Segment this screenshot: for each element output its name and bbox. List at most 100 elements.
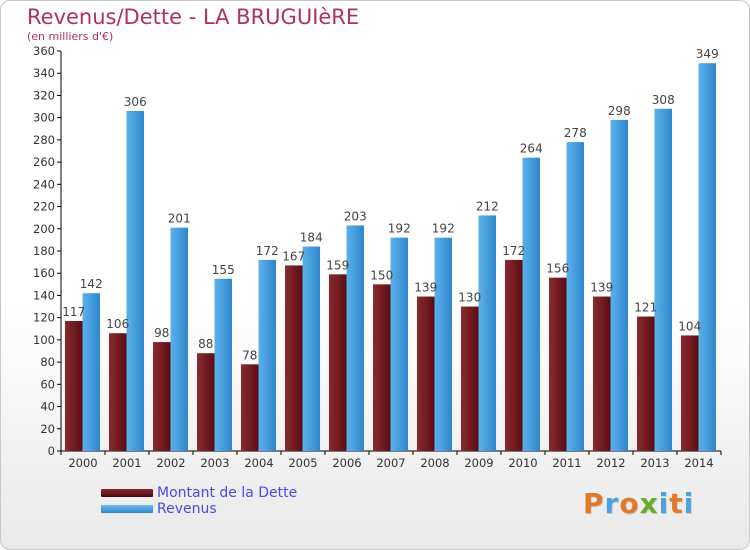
- bar-revenus: [698, 63, 716, 451]
- bar-revenus: [214, 278, 232, 451]
- bar-dette: [153, 342, 171, 451]
- x-tick-label: 2005: [288, 456, 317, 470]
- y-tick-label: 160: [33, 266, 55, 280]
- x-tick-label: 2007: [376, 456, 405, 470]
- bar-revenus: [434, 237, 452, 451]
- data-label-revenus: 298: [608, 104, 631, 118]
- data-label-dette: 150: [370, 268, 393, 282]
- data-label-revenus: 203: [344, 209, 367, 223]
- bar-dette: [109, 333, 127, 451]
- bar-revenus: [126, 111, 144, 451]
- y-tick-label: 0: [48, 444, 55, 458]
- data-label-revenus: 184: [300, 231, 323, 245]
- y-tick-label: 320: [33, 88, 55, 102]
- y-axis: 0 20 40 60 80 100 120 140 160 180 200 220 240 260 280 3…: [33, 44, 62, 458]
- x-tick-label: 2008: [420, 456, 449, 470]
- x-tick-label: 2006: [332, 456, 361, 470]
- y-tick-label: 340: [33, 66, 55, 80]
- y-tick-label: 180: [33, 244, 55, 258]
- x-tick-label: 2002: [156, 456, 185, 470]
- bar-dette: [197, 353, 215, 451]
- chart-subtitle: (en milliers d'€): [27, 30, 114, 43]
- data-label-revenus: 306: [124, 95, 147, 109]
- data-label-revenus: 192: [432, 222, 455, 236]
- data-label-dette: 159: [326, 258, 349, 272]
- data-label-revenus: 155: [212, 263, 235, 277]
- bar-dette: [241, 364, 259, 451]
- logo-letter: t: [669, 487, 684, 520]
- x-tick-label: 2010: [508, 456, 537, 470]
- y-tick-label: 280: [33, 133, 55, 147]
- bar-revenus: [566, 142, 584, 451]
- x-tick-label: 2003: [200, 456, 229, 470]
- bar-dette: [549, 277, 567, 451]
- y-tick-label: 60: [40, 377, 55, 391]
- chart-title: Revenus/Dette - LA BRUGUIèRE: [27, 5, 360, 29]
- data-label-revenus: 172: [256, 244, 279, 258]
- logo-letter: x: [639, 487, 659, 520]
- x-axis: 2000 2001 2002 2003 2004 2005 2006 2007 2008 2009…: [60, 450, 722, 470]
- bar-dette: [65, 321, 83, 451]
- y-tick-label: 360: [33, 44, 55, 58]
- bar-revenus: [346, 225, 364, 451]
- data-label-revenus: 278: [564, 126, 587, 140]
- data-label-revenus: 201: [168, 212, 191, 226]
- data-label-revenus: 212: [476, 199, 499, 213]
- bar-dette: [681, 335, 699, 451]
- data-label-revenus: 308: [652, 93, 675, 107]
- bar-dette: [593, 296, 611, 451]
- data-label-dette: 117: [62, 305, 85, 319]
- x-tick-label: 2012: [596, 456, 625, 470]
- bar-revenus: [522, 157, 540, 451]
- y-tick-label: 120: [33, 311, 55, 325]
- legend-label-dette: Montant de la Dette: [157, 485, 298, 501]
- logo-letter: o: [619, 487, 640, 520]
- data-label-dette: 104: [678, 319, 701, 333]
- x-tick-label: 2001: [112, 456, 141, 470]
- data-label-dette: 106: [106, 317, 129, 331]
- bar-revenus: [82, 293, 100, 451]
- data-labels-group: 117 106 98 88 78 167 159 150 139 130 172 156 139 121 1…: [62, 47, 718, 362]
- y-tick-label: 100: [33, 333, 55, 347]
- x-tick-label: 2014: [684, 456, 713, 470]
- data-label-revenus: 349: [696, 47, 719, 61]
- bar-dette: [505, 259, 523, 451]
- bar-chart: 0 20 40 60 80 100 120 140 160 180 200 220 240 260 280 3…: [33, 44, 722, 470]
- data-label-dette: 78: [242, 348, 257, 362]
- logo-letter: P: [583, 487, 605, 520]
- y-tick-label: 20: [40, 422, 55, 436]
- data-label-dette: 130: [458, 291, 481, 305]
- legend-label-revenus: Revenus: [157, 501, 217, 517]
- bar-dette: [329, 274, 347, 451]
- y-tick-label: 220: [33, 200, 55, 214]
- bar-dette: [373, 284, 391, 451]
- bar-revenus: [302, 246, 320, 451]
- x-tick-label: 2000: [68, 456, 97, 470]
- bars-group: [65, 63, 716, 452]
- logo-letter: i: [683, 487, 695, 520]
- data-label-revenus: 264: [520, 142, 543, 156]
- y-tick-label: 240: [33, 177, 55, 191]
- bar-revenus: [478, 215, 496, 451]
- legend-swatch-revenus: [101, 505, 153, 513]
- data-label-dette: 98: [154, 326, 169, 340]
- y-tick-label: 260: [33, 155, 55, 169]
- y-tick-label: 80: [40, 355, 55, 369]
- bar-revenus: [170, 227, 188, 451]
- data-label-dette: 139: [590, 281, 613, 295]
- data-label-revenus: 192: [388, 222, 411, 236]
- legend-swatch-dette: [101, 489, 153, 497]
- data-label-dette: 139: [414, 281, 437, 295]
- data-label-dette: 121: [634, 301, 657, 315]
- bar-dette: [637, 316, 655, 451]
- bar-revenus: [610, 119, 628, 451]
- x-tick-label: 2013: [640, 456, 669, 470]
- y-tick-label: 40: [40, 400, 55, 414]
- y-tick-label: 140: [33, 288, 55, 302]
- bar-revenus: [390, 237, 408, 451]
- data-label-dette: 88: [198, 337, 213, 351]
- bar-dette: [461, 306, 479, 451]
- x-tick-label: 2004: [244, 456, 273, 470]
- logo-letter: i: [658, 487, 670, 520]
